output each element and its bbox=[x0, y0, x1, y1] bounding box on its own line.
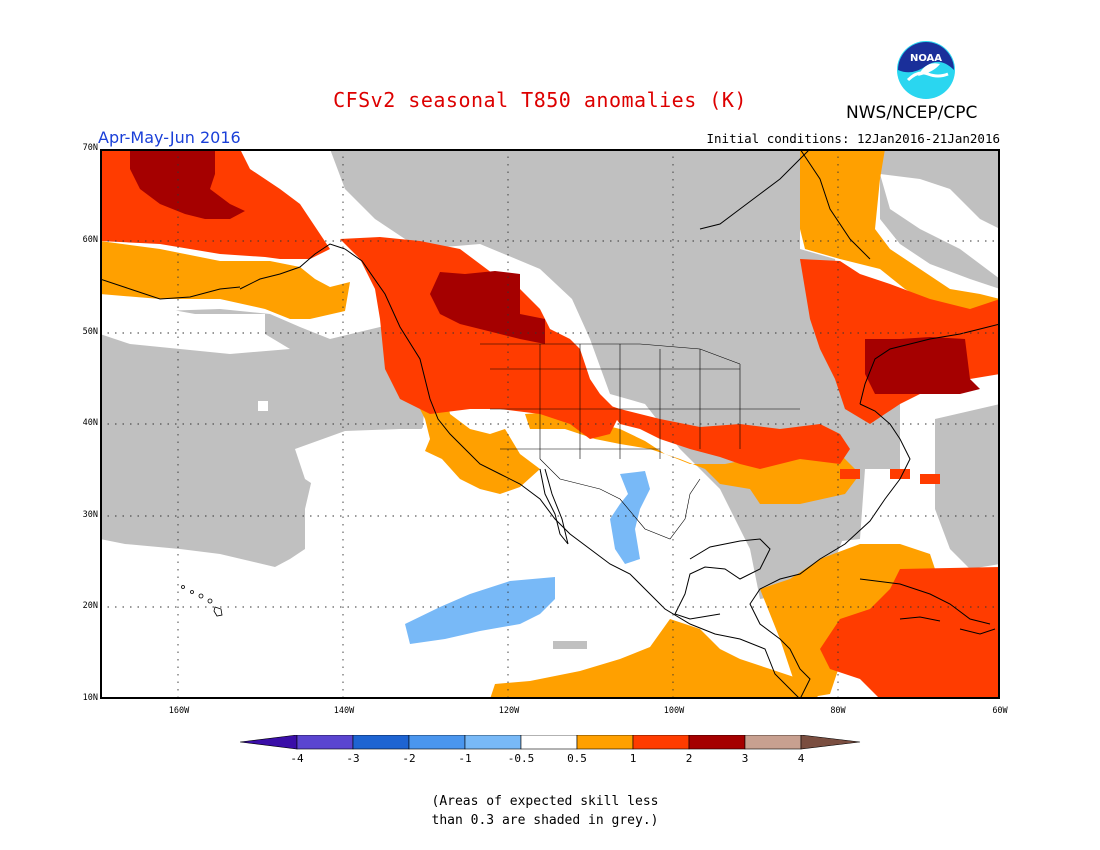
colorbar-label-neg4: -4 bbox=[290, 752, 304, 765]
chart-title: CFSv2 seasonal T850 anomalies (K) bbox=[333, 88, 747, 112]
season-label: Apr-May-Jun 2016 bbox=[98, 128, 241, 147]
agency-label: NWS/NCEP/CPC bbox=[846, 103, 978, 123]
graticule bbox=[100, 149, 1000, 699]
colorbar-label-neg3: -3 bbox=[346, 752, 360, 765]
lon-label-60w: 60W bbox=[992, 706, 1008, 716]
lat-label-60n: 60N bbox=[82, 235, 98, 245]
lon-label-100w: 100W bbox=[663, 706, 685, 716]
colorbar-label-3: 3 bbox=[741, 752, 749, 765]
noaa-logo-text: NOAA bbox=[910, 53, 942, 64]
lat-label-40n: 40N bbox=[82, 418, 98, 428]
colorbar-label-0-5: 0.5 bbox=[567, 752, 587, 765]
colorbar-swatch-neg4-to-neg3 bbox=[296, 735, 354, 750]
anomaly-2-to-3-region bbox=[130, 149, 980, 394]
anomaly-neg-0-5-to-neg-1-region bbox=[405, 471, 650, 644]
skill-note: (Areas of expected skill less than 0.3 a… bbox=[0, 792, 1095, 830]
colorbar-swatch-below-neg4 bbox=[240, 735, 298, 750]
skill-note-line-1: (Areas of expected skill less bbox=[431, 794, 659, 809]
anomaly-map bbox=[100, 149, 1000, 699]
colorbar-swatch-neg3-to-neg2 bbox=[352, 735, 410, 750]
lat-label-70n: 70N bbox=[82, 143, 98, 153]
colorbar bbox=[240, 735, 861, 750]
colorbar-swatch-neg1-to-neg0-5 bbox=[464, 735, 522, 750]
lon-label-140w: 140W bbox=[333, 706, 355, 716]
political-borders bbox=[480, 343, 800, 540]
lat-label-20n: 20N bbox=[82, 601, 98, 611]
initial-conditions-label: Initial conditions: 12Jan2016-21Jan2016 bbox=[706, 131, 1001, 146]
skill-note-line-2: than 0.3 are shaded in grey.) bbox=[431, 813, 659, 828]
colorbar-label-2: 2 bbox=[685, 752, 693, 765]
colorbar-label-4: 4 bbox=[797, 752, 805, 765]
colorbar-swatch-neg0-5-to-0-5 bbox=[520, 735, 578, 750]
colorbar-label-neg2: -2 bbox=[402, 752, 416, 765]
colorbar-swatch-2-to-3 bbox=[688, 735, 746, 750]
near-normal-patches bbox=[100, 174, 1000, 489]
colorbar-label-1: 1 bbox=[629, 752, 637, 765]
noaa-logo: NOAA bbox=[894, 40, 958, 104]
lon-label-160w: 160W bbox=[168, 706, 190, 716]
colorbar-label-neg0-5: -0.5 bbox=[507, 752, 535, 765]
colorbar-label-neg1: -1 bbox=[458, 752, 472, 765]
colorbar-swatch-neg2-to-neg1 bbox=[408, 735, 466, 750]
colorbar-swatch-3-to-4 bbox=[744, 735, 802, 750]
lon-label-120w: 120W bbox=[498, 706, 520, 716]
lat-label-50n: 50N bbox=[82, 327, 98, 337]
hawaii-islands bbox=[181, 585, 223, 617]
colorbar-swatch-1-to-2 bbox=[632, 735, 690, 750]
lat-label-30n: 30N bbox=[82, 510, 98, 520]
coastlines bbox=[100, 149, 1000, 699]
map-frame bbox=[100, 149, 1000, 699]
colorbar-swatch-above-4 bbox=[800, 735, 861, 750]
lon-label-80w: 80W bbox=[830, 706, 846, 716]
lat-label-10n: 10N bbox=[82, 693, 98, 703]
colorbar-swatch-0-5-to-1 bbox=[576, 735, 634, 750]
